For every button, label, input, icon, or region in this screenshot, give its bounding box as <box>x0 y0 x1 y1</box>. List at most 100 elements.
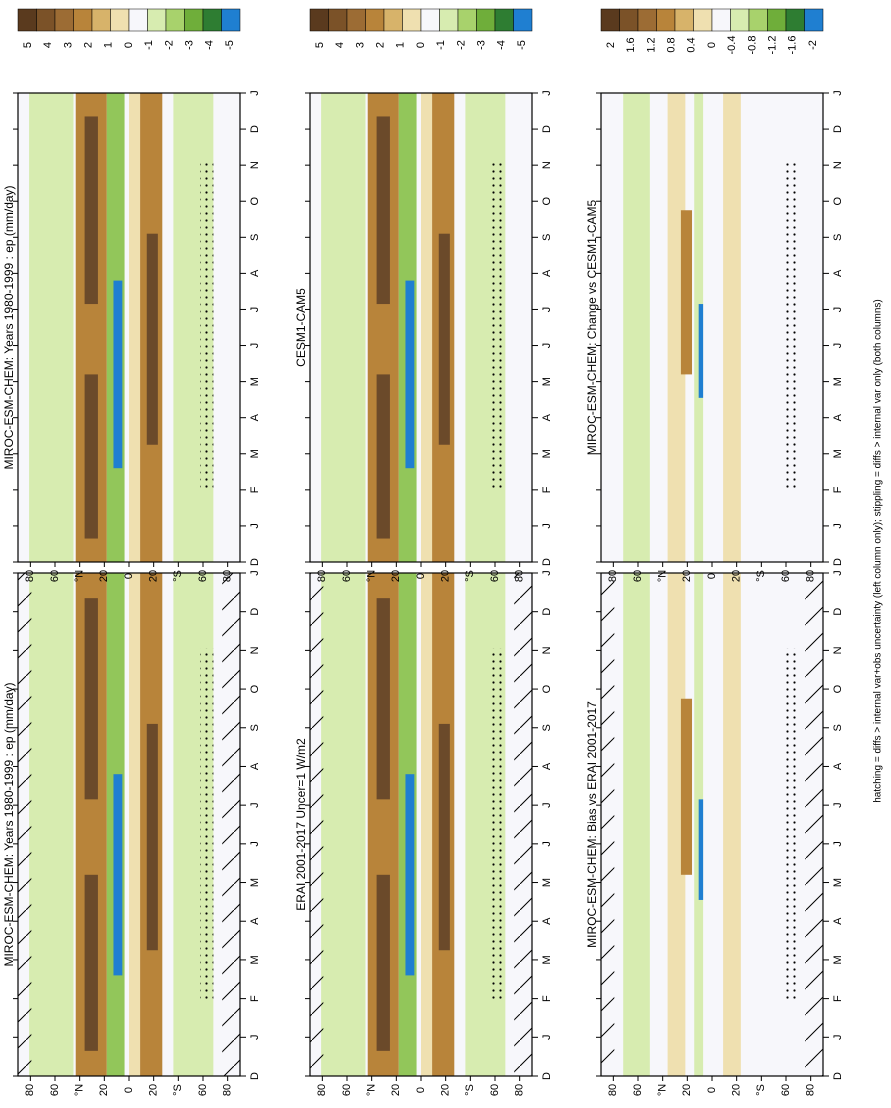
month-tick-label: J <box>541 90 553 96</box>
lat-tick-label: 0 <box>706 1087 718 1093</box>
stippling-region <box>783 648 797 1001</box>
lat-tick-label: 60 <box>49 570 61 582</box>
month-tick-label: J <box>832 1035 844 1041</box>
colorbar-swatch <box>600 8 620 32</box>
lat-tick-label: °S <box>755 1084 767 1096</box>
panel-title: MIROC-ESM-CHEM: Change vs CESM1-CAM5 <box>585 199 599 455</box>
colorbar-label: 1.2 <box>645 37 657 52</box>
month-tick-label: D <box>541 608 553 616</box>
month-tick-label: J <box>249 307 261 313</box>
colorbar-swatch <box>457 8 477 32</box>
month-tick-label: A <box>832 413 844 421</box>
lat-tick-label: °S <box>172 570 184 582</box>
panel-left-middle: D J F M A M J J A S O N D J 80 60 °N 20 0 20 °S 60 80 ERAI 2001… <box>294 570 553 1096</box>
itcz-core <box>113 774 123 976</box>
colorbar-swatch <box>328 8 348 32</box>
colorbar-swatch <box>383 8 403 32</box>
lat-tick-label: 60 <box>489 570 501 582</box>
colorbar-label: 4 <box>42 42 54 48</box>
diff-sh-dry <box>723 93 741 562</box>
lat-tick-label: °S <box>172 1084 184 1096</box>
lat-tick-label: °S <box>464 570 476 582</box>
month-tick-label: J <box>249 343 261 349</box>
month-tick-label: J <box>249 570 261 576</box>
month-tick-label: F <box>541 486 553 493</box>
month-tick-label: J <box>249 841 261 847</box>
month-tick-label: D <box>832 125 844 133</box>
month-tick-label: J <box>832 343 844 349</box>
colorbar-label: 1 <box>103 42 115 48</box>
lat-tick-label: 20 <box>731 1084 743 1096</box>
lat-tick-label: 60 <box>341 570 353 582</box>
month-tick-label: M <box>541 449 553 458</box>
nh-dry-core-2 <box>84 874 98 1051</box>
colorbar-swatch <box>147 8 167 32</box>
month-tick-label: O <box>249 197 261 206</box>
month-tick-label: O <box>249 684 261 693</box>
month-tick-label: J <box>249 523 261 529</box>
colorbar-label: 0.4 <box>686 37 698 52</box>
lat-tick-label: 0 <box>123 1087 135 1093</box>
lat-tick-label: 0 <box>706 573 718 579</box>
lat-tick-label: 20 <box>440 1084 452 1096</box>
lat-tick-label: 20 <box>681 1084 693 1096</box>
colorbar-swatch <box>420 8 440 32</box>
colorbar-label: 0.8 <box>666 37 678 52</box>
colorbar-label: 0 <box>123 42 135 48</box>
month-tick-label: J <box>249 802 261 808</box>
lat-tick-label: 80 <box>514 1084 526 1096</box>
colorbar-label: -4 <box>496 40 508 50</box>
month-tick-label: N <box>832 646 844 654</box>
month-tick-label: J <box>541 570 553 576</box>
month-tick-label: S <box>832 724 844 731</box>
month-tick-label: J <box>541 802 553 808</box>
colorbar-label: 3 <box>62 42 74 48</box>
colorbar-swatch <box>128 8 148 32</box>
colorbar-swatch <box>494 8 514 32</box>
month-tick-label: M <box>541 878 553 887</box>
colorbar-label: -2 <box>455 40 467 50</box>
lat-tick-label: °N <box>366 570 378 582</box>
month-tick-label: N <box>832 161 844 169</box>
month-tick-label: M <box>832 377 844 386</box>
colorbar-swatch <box>165 8 185 32</box>
colorbar-swatch <box>693 8 713 32</box>
figure-footnote: hatching = diffs > internal var+obs unce… <box>873 299 884 803</box>
hatching-north <box>601 573 615 1076</box>
colorbar-swatch <box>365 8 385 32</box>
month-tick-label: J <box>832 307 844 313</box>
month-tick-label: M <box>249 878 261 887</box>
lat-tick-label: 60 <box>780 570 792 582</box>
month-tick-label: A <box>832 762 844 770</box>
colorbar-swatch <box>767 8 787 32</box>
month-tick-label: S <box>832 234 844 241</box>
month-tick-label: M <box>249 449 261 458</box>
nh-dry-core-1 <box>376 116 390 305</box>
nh-midlat-wet-band <box>29 573 74 1076</box>
lat-tick-label: 20 <box>390 1084 402 1096</box>
lat-tick-label: 60 <box>780 1084 792 1096</box>
itcz-core <box>405 280 415 469</box>
colorbar-label: 5 <box>314 42 326 48</box>
colorbar-swatch <box>804 8 824 32</box>
colorbar-swatch <box>36 8 56 32</box>
colorbar-swatch <box>221 8 241 32</box>
nh-midlat-wet-band <box>321 573 366 1076</box>
lat-tick-label: 20 <box>731 570 743 582</box>
month-tick-label: J <box>541 523 553 529</box>
sh-edge-dry <box>421 573 433 1076</box>
nh-midlat-wet-band <box>29 93 74 562</box>
hatching-north <box>18 573 32 1076</box>
month-tick-label: J <box>541 841 553 847</box>
lat-tick-label: 20 <box>148 1084 160 1096</box>
stippling-region <box>492 163 506 492</box>
diff-extreme <box>698 304 704 398</box>
colorbar-swatch <box>110 8 130 32</box>
month-tick-label: J <box>832 570 844 576</box>
lat-tick-label: 80 <box>607 570 619 582</box>
lat-tick-label: 80 <box>316 1084 328 1096</box>
lat-tick-label: 0 <box>415 1087 427 1093</box>
lat-tick-label: °N <box>366 1084 378 1096</box>
